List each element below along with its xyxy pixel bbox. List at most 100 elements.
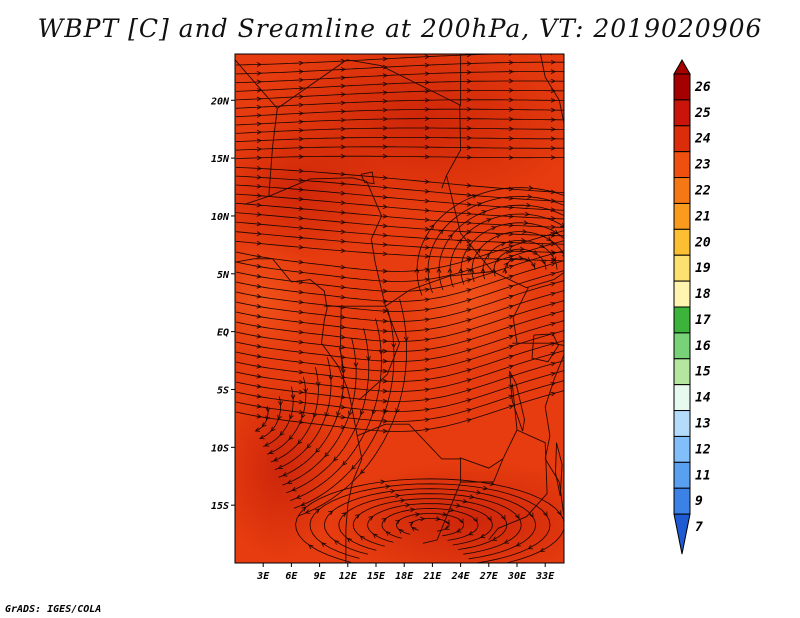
lon-tick-label: 30E [507,571,527,582]
flow-arrow [256,96,262,102]
flow-arrow [508,248,514,254]
flow-arrow [550,291,556,297]
flow-arrow [278,401,283,407]
flow-arrow [298,369,304,375]
boundary-line [509,370,525,432]
flow-arrow [424,71,430,77]
flow-arrow [424,397,430,403]
flow-arrow [583,248,588,253]
flow-arrow [340,229,346,235]
flow-arrow [550,98,556,103]
lon-tick-label: 21E [422,571,442,582]
flow-arrow [256,231,262,236]
flow-arrow [256,183,262,189]
flow-arrow [298,389,304,395]
flow-arrow [298,329,304,335]
colorbar-label: 22 [694,184,711,199]
flow-arrow [604,242,609,247]
flow-arrow [298,259,304,265]
flow-arrow [466,135,472,141]
flow-arrow [321,542,327,548]
flow-arrow [522,229,528,234]
colorbar-swatch [673,228,691,256]
flow-arrow [447,233,453,239]
flow-arrow [256,121,262,127]
streamline [460,222,564,285]
flow-arrow [469,494,475,500]
flow-arrow [479,533,486,539]
flow-arrow [527,544,533,550]
flow-arrow [466,192,472,198]
streamline [416,187,564,296]
flow-arrow [508,126,514,132]
flow-arrow [256,263,262,269]
flow-arrow [424,54,430,60]
flow-arrow [581,202,587,208]
flow-arrow [508,304,514,310]
colorbar-label: 11 [695,468,711,483]
boundary-line [358,306,400,401]
flow-arrow [359,410,365,416]
flow-arrow [508,136,514,141]
flow-arrow [508,404,514,410]
flow-arrow [371,409,377,415]
flow-arrow [351,464,357,470]
flow-arrow [466,97,472,103]
flow-arrow [340,344,346,350]
colorbar-swatch [673,461,691,489]
boundary-line [385,271,554,307]
flow-arrow [424,135,430,140]
flow-arrow [509,257,516,263]
flow-arrow [476,202,483,207]
flow-arrow [550,59,556,65]
flow-arrow [340,171,346,177]
flow-arrow [263,442,270,447]
streamline [235,350,564,392]
flow-arrow [508,244,514,250]
flow-arrow [366,356,371,362]
flow-arrow [508,364,514,370]
flow-arrow [342,460,348,466]
flow-arrow [382,358,388,364]
warm-region-northwest [235,120,390,260]
flow-arrow [382,318,388,324]
flow-arrow [466,247,472,252]
flow-arrow [550,301,556,307]
flow-arrow [395,519,401,525]
flow-arrow [424,407,430,413]
flow-arrow [382,368,388,374]
streamline [482,240,558,280]
flow-arrow [614,239,619,244]
boundary-line [540,54,564,124]
flow-arrow [256,62,262,67]
colorbar-label: 21 [694,209,711,224]
flow-arrow [298,111,304,116]
flow-arrow [466,258,472,263]
flow-arrow [550,78,556,84]
flow-arrow [508,284,514,290]
flow-arrow [259,434,265,440]
flow-arrow [550,136,556,142]
flow-arrow [466,154,472,160]
flow-arrow [501,514,506,521]
flow-arrow [424,253,430,259]
flow-arrow [466,54,472,58]
streamlines [235,54,619,563]
flow-arrow [301,506,307,512]
colorbar-swatch [673,384,691,412]
flow-arrow [556,510,562,516]
flow-arrow [508,60,514,65]
flow-arrow [256,393,262,399]
flow-arrow [256,129,262,135]
flow-arrow [256,253,262,259]
flow-arrow [527,194,533,199]
colorbar-swatch [673,306,691,334]
flow-arrow [551,256,557,262]
flow-arrow [466,183,472,188]
flow-arrow [466,229,472,235]
flow-arrow [382,73,388,78]
colorbar-label: 15 [695,365,711,380]
boundary-line [360,171,375,185]
flow-arrow [424,347,430,353]
flow-arrow [466,348,472,353]
